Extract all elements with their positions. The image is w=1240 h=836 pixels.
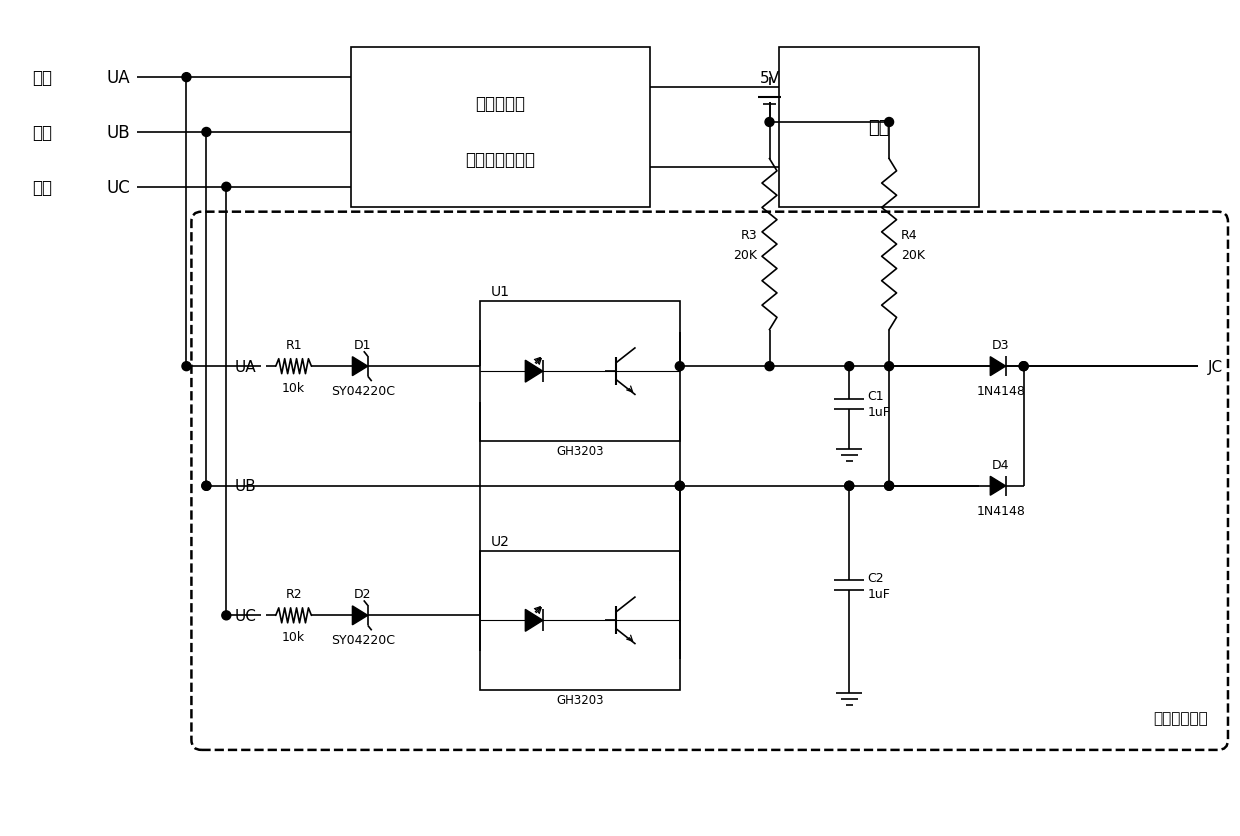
Text: 自耦变压器: 自耦变压器 (475, 95, 526, 113)
Text: 缺相检测电路: 缺相检测电路 (1153, 710, 1208, 725)
Text: D2: D2 (355, 588, 372, 601)
Text: UC: UC (234, 608, 257, 623)
Polygon shape (991, 477, 1006, 496)
Text: UA: UA (234, 359, 257, 375)
Polygon shape (352, 357, 368, 376)
Circle shape (202, 482, 211, 491)
Circle shape (884, 362, 894, 371)
Text: C1: C1 (867, 390, 884, 403)
Circle shape (844, 482, 853, 491)
Text: 20K: 20K (734, 248, 758, 261)
Text: SY04220C: SY04220C (331, 634, 394, 646)
Circle shape (765, 119, 774, 127)
Text: U2: U2 (491, 534, 510, 548)
Circle shape (202, 482, 211, 491)
Text: 三相: 三相 (32, 69, 52, 87)
Text: GH3203: GH3203 (557, 445, 604, 457)
Text: SY04220C: SY04220C (331, 385, 394, 398)
Circle shape (222, 611, 231, 620)
Circle shape (222, 183, 231, 192)
Circle shape (765, 362, 774, 371)
Text: R4: R4 (901, 228, 918, 242)
Text: UA: UA (107, 69, 130, 87)
Circle shape (676, 362, 684, 371)
Text: 输入: 输入 (32, 179, 52, 196)
Text: D3: D3 (992, 339, 1009, 352)
Text: R3: R3 (742, 228, 758, 242)
Text: 1N4148: 1N4148 (976, 385, 1025, 398)
Text: 5V: 5V (760, 71, 780, 86)
Text: 10k: 10k (281, 630, 305, 644)
Text: UB: UB (107, 124, 130, 142)
Circle shape (844, 362, 853, 371)
Bar (351, 48, 650, 207)
Polygon shape (991, 357, 1006, 376)
Text: 负载: 负载 (868, 119, 890, 137)
Text: 多脉波整流电路: 多脉波整流电路 (465, 150, 536, 169)
Circle shape (844, 482, 853, 491)
Text: 1N4148: 1N4148 (976, 504, 1025, 517)
Circle shape (884, 482, 894, 491)
Polygon shape (526, 609, 543, 631)
Text: 20K: 20K (901, 248, 925, 261)
Text: D1: D1 (355, 339, 372, 352)
Text: 1uF: 1uF (867, 405, 890, 419)
Text: UB: UB (234, 479, 257, 494)
Text: UC: UC (107, 179, 130, 196)
Text: 1uF: 1uF (867, 587, 890, 600)
Circle shape (884, 119, 894, 127)
Polygon shape (526, 361, 543, 383)
Text: JC: JC (1208, 359, 1223, 375)
Bar (780, 48, 978, 207)
Circle shape (182, 74, 191, 83)
Bar (480, 551, 680, 691)
Text: GH3203: GH3203 (557, 693, 604, 706)
Text: R2: R2 (285, 588, 301, 601)
Circle shape (182, 362, 191, 371)
Polygon shape (352, 606, 368, 625)
Text: 交流: 交流 (32, 124, 52, 142)
Text: 10k: 10k (281, 382, 305, 395)
Circle shape (884, 482, 894, 491)
Circle shape (676, 482, 684, 491)
Text: R1: R1 (285, 339, 301, 352)
Text: C2: C2 (867, 571, 884, 584)
Text: U1: U1 (491, 285, 510, 299)
Circle shape (676, 482, 684, 491)
Circle shape (1019, 362, 1028, 371)
Text: D4: D4 (992, 458, 1009, 472)
Circle shape (202, 128, 211, 137)
Bar (480, 302, 680, 441)
Circle shape (1019, 362, 1028, 371)
